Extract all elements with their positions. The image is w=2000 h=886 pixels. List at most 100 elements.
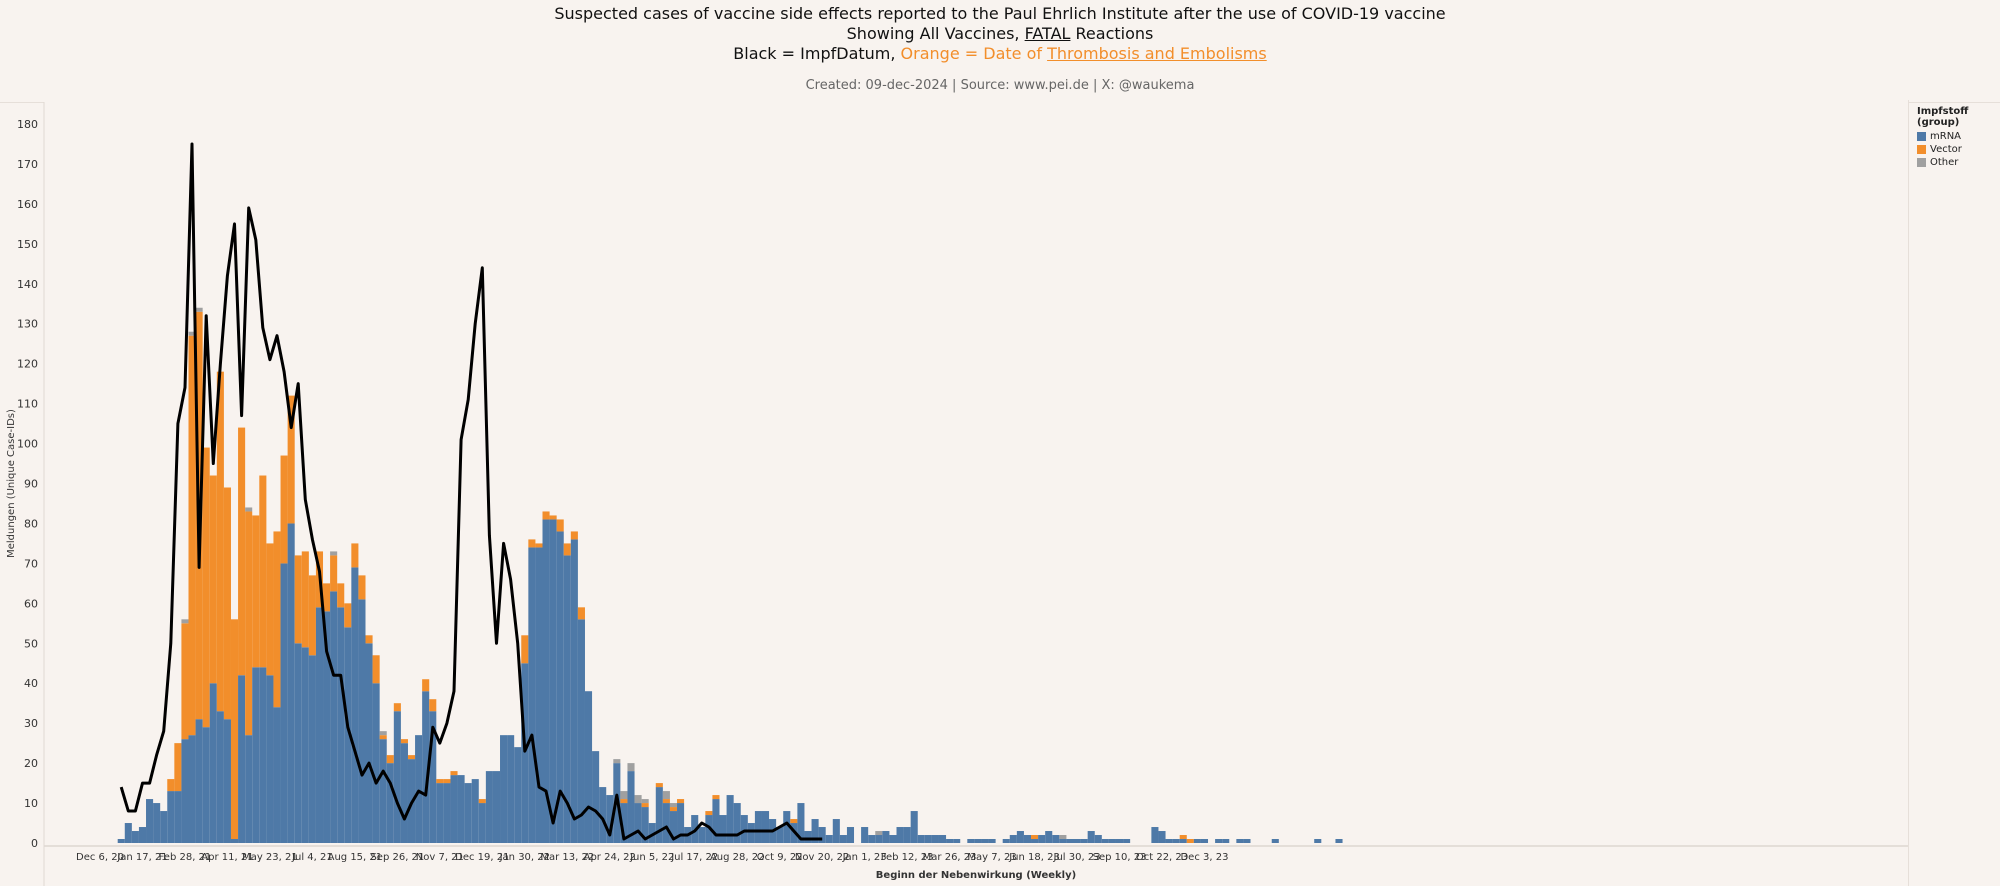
bar-other	[613, 759, 621, 764]
bar-mrna	[974, 839, 982, 843]
bar-mrna	[1123, 839, 1131, 843]
y-tick-label: 160	[17, 198, 38, 211]
bar-vector	[188, 335, 196, 736]
bar-vector	[641, 803, 649, 808]
bar-mrna	[1094, 835, 1102, 843]
legend-label-other: Other	[1930, 157, 1959, 168]
bar-mrna	[436, 783, 444, 843]
bar-mrna	[938, 835, 947, 843]
bar-mrna	[301, 647, 309, 843]
bar-mrna	[698, 827, 706, 843]
x-axis-label: Beginn der Nebenwirkung (Weekly)	[876, 870, 1076, 881]
bar-mrna	[570, 539, 578, 843]
bar-mrna	[1038, 835, 1046, 843]
bar-other	[620, 791, 628, 800]
bar-vector	[379, 735, 387, 740]
bar-mrna	[131, 831, 139, 843]
bar-mrna	[365, 643, 373, 843]
bar-vector	[238, 427, 246, 676]
bar-mrna	[882, 831, 890, 843]
bar-mrna	[330, 591, 338, 843]
bar-vector	[407, 755, 416, 760]
bar-mrna	[910, 811, 918, 843]
bar-mrna	[946, 839, 954, 843]
chart-title-line3: Black = ImpfDatum, Orange = Date of Thro…	[0, 44, 2000, 64]
y-tick-label: 70	[24, 557, 38, 570]
legend-label-vector: Vector	[1930, 144, 1962, 155]
bar-mrna	[521, 663, 529, 843]
bar-vector	[535, 543, 543, 548]
bar-mrna	[138, 827, 147, 843]
bar-mrna	[620, 803, 628, 843]
bar-mrna	[733, 803, 741, 843]
bar-mrna	[202, 727, 210, 843]
bar-mrna	[556, 531, 564, 843]
bar-mrna	[1179, 839, 1187, 843]
bar-mrna	[917, 835, 925, 843]
legend-item-other[interactable]: Other	[1917, 156, 2000, 169]
y-tick-label: 0	[31, 837, 38, 850]
bar-mrna	[1023, 835, 1032, 843]
bar-vector	[790, 819, 798, 824]
bar-other	[188, 331, 196, 336]
bar-mrna	[1243, 839, 1251, 843]
x-tick-label: Mar 26, 23	[923, 852, 977, 863]
bar-mrna	[889, 835, 897, 843]
bar-vector	[542, 511, 550, 520]
bar-mrna	[372, 683, 380, 843]
bar-mrna	[677, 803, 685, 843]
bar-mrna	[549, 519, 557, 843]
bar-mrna	[669, 811, 678, 843]
bar-other	[1059, 835, 1067, 840]
x-tick-label: Feb 12, 23	[881, 852, 934, 863]
bar-other	[634, 795, 642, 804]
bar-mrna	[400, 743, 408, 843]
title-line2-prefix: Showing All Vaccines,	[846, 24, 1025, 43]
bar-vector	[422, 679, 430, 692]
title-line2-fatal: FATAL	[1024, 24, 1071, 43]
bar-mrna	[1073, 839, 1081, 843]
x-tick-label: Mar 13, 22	[540, 852, 594, 863]
bar-mrna	[797, 803, 805, 843]
bar-vector	[209, 475, 217, 684]
bar-mrna	[712, 799, 720, 843]
bar-mrna	[641, 807, 649, 843]
bar-mrna	[379, 739, 387, 843]
legend-item-mrna[interactable]: mRNA	[1917, 130, 2000, 143]
bar-vector	[429, 699, 437, 712]
bar-mrna	[924, 835, 932, 843]
bar-vector	[655, 783, 663, 788]
bar-mrna	[160, 811, 168, 843]
bar-other	[641, 799, 649, 804]
bar-mrna	[655, 787, 663, 843]
y-tick-label: 90	[24, 478, 38, 491]
bar-vector	[330, 555, 338, 592]
bar-mrna	[662, 803, 670, 843]
bar-mrna	[648, 823, 656, 843]
x-tick-label: Sep 10, 23	[1093, 852, 1147, 863]
bar-mrna	[238, 675, 246, 843]
x-tick-label: Jul 17, 22	[670, 852, 718, 863]
bar-vector	[167, 779, 175, 792]
bar-mrna	[429, 711, 437, 843]
legend-swatch-other	[1917, 158, 1926, 167]
bar-mrna	[776, 827, 784, 843]
bar-mrna	[988, 839, 996, 843]
bar-mrna	[216, 711, 224, 843]
bar-mrna	[1200, 839, 1209, 843]
bar-mrna	[507, 735, 515, 843]
bar-vector	[280, 455, 288, 564]
bar-mrna	[584, 691, 593, 843]
legend-item-vector[interactable]: Vector	[1917, 143, 2000, 156]
x-tick-label: Feb 28, 21	[159, 852, 212, 863]
bar-mrna	[1016, 831, 1024, 843]
legend-title: Impfstoff (group)	[1917, 106, 1969, 128]
bar-mrna	[804, 831, 812, 843]
bar-mrna	[252, 667, 260, 843]
bar-mrna	[514, 747, 522, 843]
bar-other	[669, 803, 678, 808]
bar-mrna	[839, 835, 847, 843]
bar-mrna	[259, 667, 267, 843]
y-tick-label: 100	[17, 438, 38, 451]
bar-vector	[337, 583, 345, 608]
